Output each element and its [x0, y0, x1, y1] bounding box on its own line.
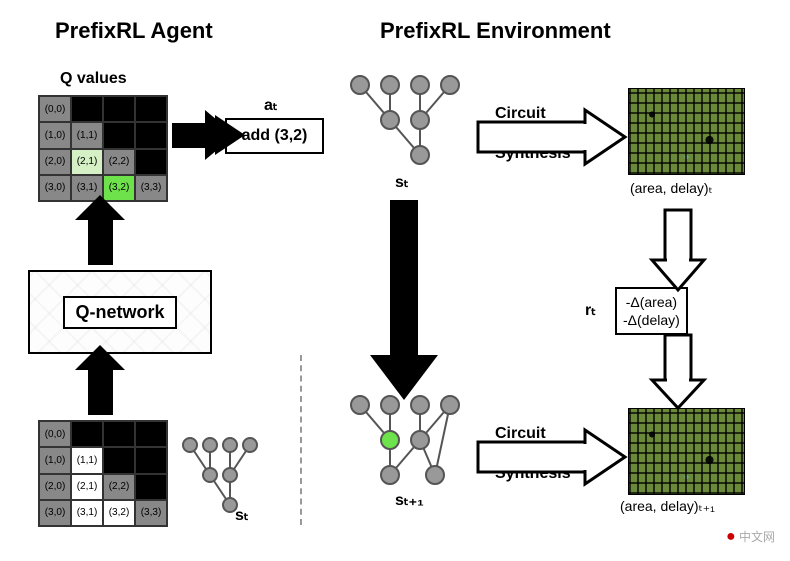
- arrow-circuit-bottom: [478, 430, 625, 484]
- arrow-circuit-top: [478, 110, 625, 164]
- arrow-reward-to-result: [652, 335, 704, 408]
- arrows-layer: [0, 0, 790, 561]
- watermark: ● 中文网: [726, 528, 775, 546]
- arrow-result-to-reward: [652, 210, 704, 290]
